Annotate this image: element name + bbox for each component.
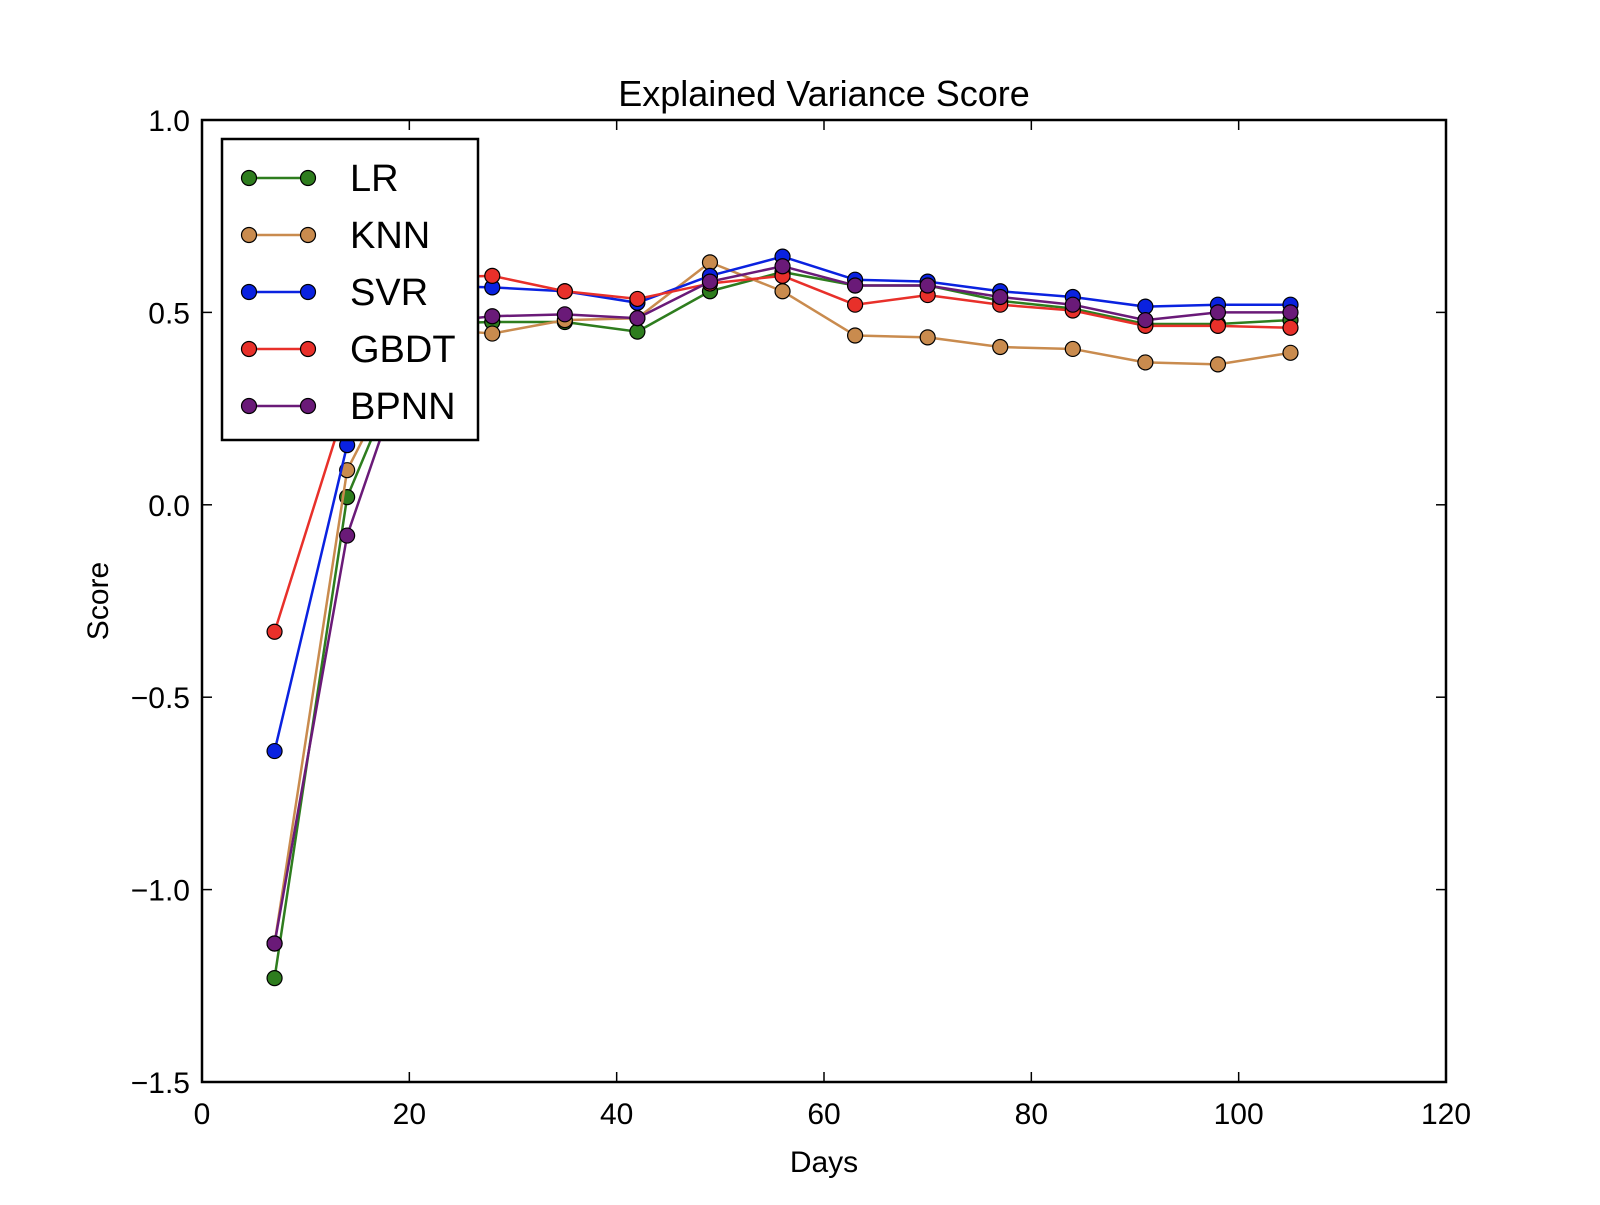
legend-marker — [240, 226, 258, 244]
data-point-gbdt — [1209, 317, 1227, 334]
data-point-knn — [992, 338, 1009, 356]
legend-entry-svr: SVR — [240, 272, 428, 314]
data-point-gbdt — [484, 267, 501, 284]
data-point-knn — [701, 254, 719, 271]
legend-marker — [299, 226, 317, 244]
legend-marker — [240, 340, 258, 358]
data-point-bpnn — [1137, 311, 1154, 329]
data-point-gbdt — [556, 283, 573, 300]
data-point-bpnn — [1209, 304, 1227, 321]
data-point-bpnn — [701, 273, 719, 290]
data-point-bpnn — [846, 277, 864, 294]
data-point-knn — [846, 327, 864, 344]
data-point-bpnn — [266, 935, 283, 952]
data-point-bpnn — [556, 306, 573, 323]
chart-title: Explained Variance Score — [618, 73, 1030, 114]
tick-layer: 0 20 40 60 80 100 120 −1.5 −1.0 −0.5 0.0 0.5 1.0 — [131, 105, 1471, 1131]
data-point-bpnn — [629, 310, 646, 327]
legend-marker — [299, 340, 317, 358]
data-point-gbdt — [846, 296, 864, 313]
data-point-svr — [1137, 298, 1154, 315]
legend-label: BPNN — [350, 386, 456, 428]
data-point-knn — [774, 283, 791, 300]
x-tick-label: 80 — [1015, 1098, 1048, 1131]
legend-marker — [240, 169, 258, 187]
data-point-gbdt — [629, 290, 646, 308]
data-point-bpnn — [1064, 296, 1081, 313]
data-point-bpnn — [339, 527, 356, 544]
y-tick-label: 0.0 — [148, 490, 190, 523]
x-tick-label: 100 — [1214, 1098, 1264, 1131]
legend-marker — [299, 283, 317, 301]
data-point-knn — [1282, 344, 1299, 361]
x-tick-label: 60 — [807, 1098, 840, 1131]
data-point-gbdt — [266, 623, 283, 640]
data-point-knn — [484, 325, 501, 342]
data-point-knn — [1137, 354, 1154, 371]
legend-entry-bpnn: BPNN — [240, 386, 456, 428]
legend-label: KNN — [350, 215, 430, 257]
legend-entry-knn: KNN — [240, 215, 430, 257]
legend-entry-lr: LR — [240, 158, 399, 200]
data-point-bpnn — [484, 308, 501, 325]
data-point-knn — [339, 462, 356, 479]
x-tick-label: 120 — [1421, 1098, 1471, 1131]
x-axis-label: Days — [790, 1146, 858, 1179]
legend-box — [220, 137, 480, 442]
data-point-bpnn — [774, 258, 791, 275]
legend-label: GBDT — [350, 329, 456, 371]
data-point-knn — [1064, 340, 1081, 358]
y-tick-label: 1.0 — [148, 105, 190, 138]
data-point-lr — [629, 323, 646, 340]
y-tick-label: 0.5 — [148, 297, 190, 330]
legend-label: SVR — [350, 272, 428, 314]
legend-marker — [299, 169, 317, 187]
legend-marker — [299, 397, 317, 415]
legend-marker — [240, 283, 258, 301]
x-tick-label: 20 — [393, 1098, 426, 1131]
data-point-bpnn — [992, 288, 1009, 306]
y-tick-label: −1.0 — [131, 875, 190, 908]
data-point-lr — [266, 970, 283, 987]
y-tick-label: −0.5 — [131, 682, 190, 715]
x-tick-label: 0 — [194, 1098, 211, 1131]
legend: LR KNN SVR GBDT BPNN — [220, 137, 480, 442]
data-point-svr — [266, 742, 283, 760]
y-tick-label: −1.5 — [131, 1067, 190, 1100]
legend-entry-gbdt: GBDT — [240, 329, 456, 371]
data-point-knn — [919, 329, 936, 346]
y-axis-label: Score — [82, 562, 115, 640]
data-point-gbdt — [1282, 319, 1299, 336]
x-tick-label: 40 — [600, 1098, 633, 1131]
legend-label: LR — [350, 158, 399, 200]
data-point-bpnn — [1282, 304, 1299, 321]
legend-marker — [240, 397, 258, 415]
data-point-bpnn — [919, 277, 936, 294]
data-point-knn — [1209, 356, 1227, 373]
